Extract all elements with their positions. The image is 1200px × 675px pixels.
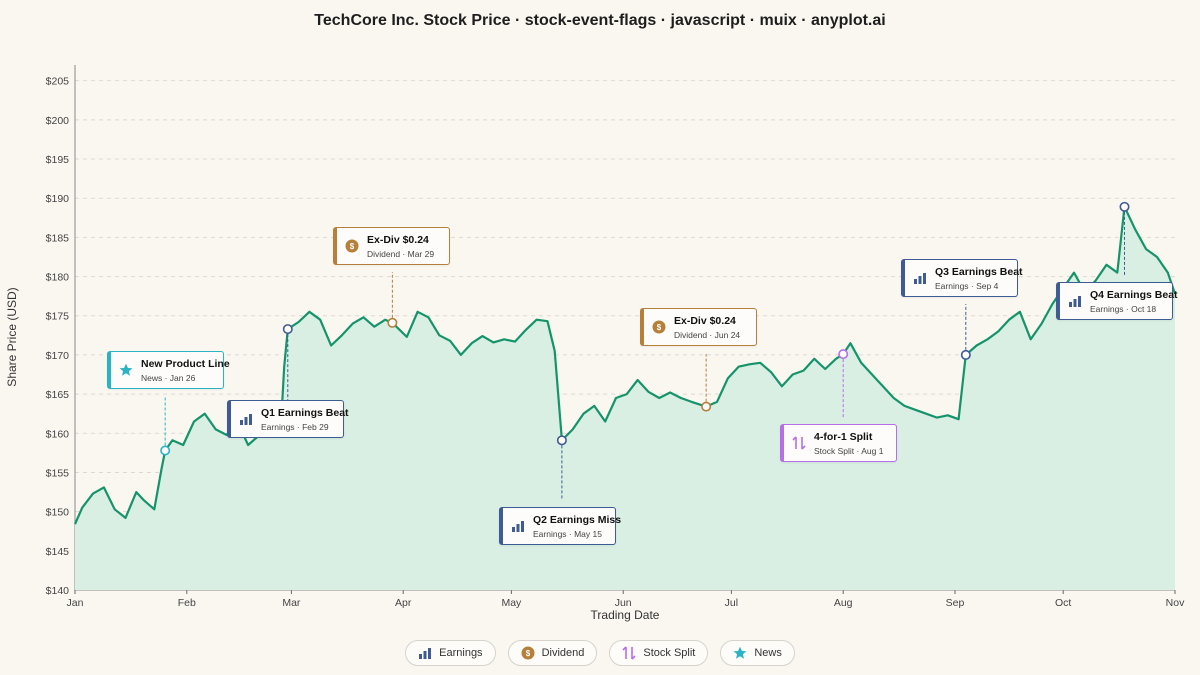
earnings-icon [511, 519, 525, 533]
y-tick-label: $190 [46, 193, 70, 205]
event-title: Ex-Div $0.24 [674, 314, 736, 327]
legend-label: Dividend [541, 647, 585, 659]
legend: Earnings $ Dividend Stock Split News [0, 640, 1200, 666]
y-tick-label: $165 [46, 389, 70, 401]
event-title: 4-for-1 Split [814, 430, 873, 443]
dividend-icon: $ [521, 646, 535, 660]
event-title: New Product Line [141, 357, 230, 370]
svg-text:$: $ [657, 323, 662, 332]
event-marker [960, 349, 971, 360]
event-subtitle: Stock Split · Aug 1 [814, 445, 884, 456]
event-title: Q1 Earnings Beat [261, 406, 349, 419]
y-tick-label: $140 [46, 585, 70, 597]
price-line [73, 205, 1177, 525]
y-tick-label: $195 [46, 154, 70, 166]
y-tick-label: $170 [46, 350, 70, 362]
legend-item-dividend[interactable]: $ Dividend [507, 640, 598, 666]
news-icon [119, 363, 133, 377]
event-flag-earnings[interactable]: Q4 Earnings Beat Earnings · Oct 18 [1056, 282, 1178, 320]
x-tick-label: Sep [946, 597, 965, 609]
x-tick-label: Oct [1055, 597, 1071, 609]
event-subtitle: News · Jan 26 [141, 372, 196, 383]
y-tick-label: $160 [46, 428, 70, 440]
event-subtitle: Dividend · Jun 24 [674, 329, 741, 340]
event-marker [282, 324, 293, 335]
event-marker [838, 349, 849, 360]
y-tick-label: $155 [46, 467, 70, 479]
legend-item-earnings[interactable]: Earnings [405, 640, 496, 666]
event-subtitle: Earnings · Sep 4 [935, 280, 999, 291]
event-marker [160, 445, 171, 456]
earnings-icon [1068, 294, 1082, 308]
x-tick-label: Feb [178, 597, 196, 609]
x-tick-label: Jul [725, 597, 738, 609]
x-tick-label: Apr [395, 597, 412, 609]
svg-text:$: $ [350, 242, 355, 251]
x-tick-label: May [501, 597, 522, 609]
event-marker [556, 435, 567, 446]
event-flag-earnings[interactable]: Q2 Earnings Miss Earnings · May 15 [499, 507, 621, 545]
y-tick-label: $175 [46, 311, 70, 323]
legend-item-news[interactable]: News [720, 640, 795, 666]
event-title: Q4 Earnings Beat [1090, 288, 1178, 301]
event-marker [701, 401, 712, 412]
x-tick-label: Aug [834, 597, 853, 609]
dividend-icon: $ [652, 320, 666, 334]
legend-label: Earnings [439, 647, 483, 659]
event-title: Q2 Earnings Miss [533, 513, 622, 526]
y-tick-label: $145 [46, 546, 70, 558]
split-icon [622, 646, 636, 660]
svg-text:$: $ [525, 649, 530, 658]
news-icon [733, 646, 747, 660]
x-axis-label: Trading Date [590, 608, 660, 622]
x-tick-label: Jan [67, 597, 84, 609]
event-title: Q3 Earnings Beat [935, 265, 1023, 278]
x-tick-label: Mar [282, 597, 301, 609]
event-flag-news[interactable]: New Product Line News · Jan 26 [107, 351, 230, 389]
event-flag-dividend[interactable]: $ Ex-Div $0.24 Dividend · Mar 29 [333, 227, 450, 265]
event-title: Ex-Div $0.24 [367, 233, 429, 246]
event-subtitle: Earnings · Oct 18 [1090, 303, 1157, 314]
price-area [75, 206, 1175, 591]
event-subtitle: Dividend · Mar 29 [367, 248, 435, 259]
y-tick-label: $180 [46, 272, 70, 284]
event-flag-earnings[interactable]: Q1 Earnings Beat Earnings · Feb 29 [227, 400, 349, 438]
event-flag-split[interactable]: 4-for-1 Split Stock Split · Aug 1 [780, 424, 897, 462]
event-marker [387, 317, 398, 328]
event-subtitle: Earnings · Feb 29 [261, 421, 329, 432]
y-tick-label: $200 [46, 115, 70, 127]
legend-item-split[interactable]: Stock Split [609, 640, 709, 666]
event-flag-dividend[interactable]: $ Ex-Div $0.24 Dividend · Jun 24 [640, 308, 757, 346]
earnings-icon [913, 271, 927, 285]
x-tick-label: Jun [615, 597, 632, 609]
y-tick-label: $150 [46, 507, 70, 519]
legend-label: News [754, 647, 782, 659]
event-flag-earnings[interactable]: Q3 Earnings Beat Earnings · Sep 4 [901, 259, 1023, 297]
event-marker [1119, 201, 1130, 212]
earnings-icon [418, 646, 432, 660]
x-tick-label: Nov [1166, 597, 1185, 609]
legend-label: Stock Split [643, 647, 696, 659]
dividend-icon: $ [345, 239, 359, 253]
split-icon [792, 436, 806, 450]
event-subtitle: Earnings · May 15 [533, 528, 602, 539]
chart-title: TechCore Inc. Stock Price · stock-event-… [314, 12, 886, 29]
earnings-icon [239, 412, 253, 426]
y-tick-label: $205 [46, 76, 70, 88]
y-tick-label: $185 [46, 232, 70, 244]
